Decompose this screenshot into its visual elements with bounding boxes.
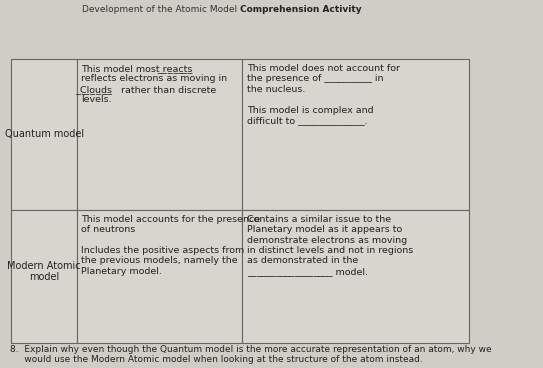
Text: 8.  Explain why even though the Quantum model is the more accurate representatio: 8. Explain why even though the Quantum m… bbox=[10, 345, 491, 364]
Text: This model does not account for
the presence of __________ in
the nucleus.

This: This model does not account for the pres… bbox=[247, 64, 400, 125]
Text: Comprehension Activity: Comprehension Activity bbox=[240, 5, 362, 14]
Text: Quantum model: Quantum model bbox=[4, 130, 84, 139]
Bar bbox=[11, 210, 77, 343]
Text: Modern Atomic
model: Modern Atomic model bbox=[8, 261, 81, 282]
Bar bbox=[77, 59, 242, 210]
Text: This model most ̲r̲e̲a̲c̲t̲s̲
reflects electrons as moving in
̲C̲l̲o̲u̲d̲s̲   ra: This model most ̲r̲e̲a̲c̲t̲s̲ reflects e… bbox=[81, 64, 228, 104]
Bar bbox=[242, 59, 469, 210]
Text: Development of the Atomic Model: Development of the Atomic Model bbox=[82, 5, 240, 14]
Bar bbox=[242, 210, 469, 343]
Bar bbox=[11, 59, 77, 210]
Text: This model accounts for the presence
of neutrons

Includes the positive aspects : This model accounts for the presence of … bbox=[81, 215, 260, 276]
Text: Contains a similar issue to the
Planetary model as it appears to
demonstrate ele: Contains a similar issue to the Planetar… bbox=[247, 215, 413, 276]
Bar bbox=[77, 210, 242, 343]
